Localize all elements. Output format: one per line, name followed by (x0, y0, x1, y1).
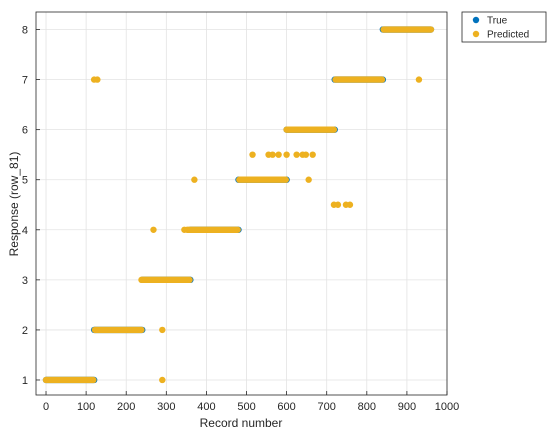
predicted-point (94, 76, 101, 83)
y-tick-label: 5 (22, 175, 28, 187)
y-tick-label: 1 (22, 375, 28, 387)
plot-frame (35, 11, 448, 396)
plot-area (36, 12, 447, 395)
predicted-point (249, 151, 256, 158)
x-tick-label: 500 (237, 401, 255, 413)
y-tick-label: 3 (22, 275, 28, 287)
legend: True Predicted (461, 11, 547, 43)
predicted-point (293, 151, 300, 158)
legend-marker-predicted (472, 30, 480, 38)
y-axis-label: Response (row_81) (7, 152, 21, 257)
predicted-point (191, 176, 198, 183)
y-tick-label: 6 (22, 125, 28, 137)
predicted-point (309, 151, 316, 158)
predicted-point (159, 376, 166, 384)
legend-label-predicted: Predicted (487, 30, 529, 41)
y-tick-label: 4 (22, 225, 28, 237)
predicted-point (283, 151, 290, 158)
x-tick-label: 400 (197, 401, 215, 413)
x-tick-label: 800 (358, 401, 376, 413)
predicted-point (150, 226, 157, 233)
predicted-point (159, 326, 166, 334)
x-tick-label: 600 (277, 401, 295, 413)
y-tick-label: 2 (22, 325, 28, 337)
y-tick-label: 7 (22, 75, 28, 87)
x-tick-label: 200 (117, 401, 135, 413)
x-tick-label: 1000 (435, 401, 459, 413)
y-tick-label: 8 (22, 25, 28, 37)
x-tick-label: 300 (157, 401, 175, 413)
predicted-point (269, 151, 276, 158)
predicted-point (275, 151, 282, 158)
predicted-point (346, 201, 354, 208)
predicted-series (42, 26, 435, 384)
x-tick-label: 100 (77, 401, 95, 413)
x-tick-label: 900 (398, 401, 416, 413)
x-axis-label: Record number (200, 416, 283, 430)
x-tick-label: 0 (43, 401, 49, 413)
predicted-point (415, 76, 423, 83)
axis-ticks: 0 100 200 300 400 500 600 700 800 900 1000 1 2 3 4 5 6 7 8 (22, 25, 459, 413)
predicted-point (305, 176, 312, 183)
predicted-point (181, 226, 188, 233)
legend-marker-true (472, 16, 480, 24)
predicted-point (334, 201, 342, 208)
x-tick-label: 700 (318, 401, 336, 413)
predicted-point (302, 151, 310, 158)
legend-label-true: True (487, 16, 508, 27)
